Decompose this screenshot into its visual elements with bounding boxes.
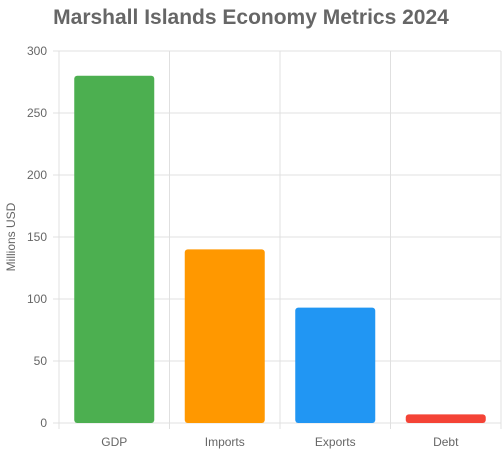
- x-tick-label: Exports: [315, 435, 356, 449]
- y-tick-label: 100: [27, 292, 47, 306]
- x-tick-label: Debt: [433, 435, 459, 449]
- y-tick-label: 0: [40, 416, 47, 430]
- x-tick-label: GDP: [101, 435, 127, 449]
- x-axis-ticks: GDP Imports Exports Debt: [101, 435, 459, 449]
- bars: [74, 75, 486, 424]
- grid-lines: [53, 50, 502, 429]
- bar-imports: [184, 249, 265, 423]
- y-tick-label: 50: [34, 354, 48, 368]
- x-tick-label: Imports: [205, 435, 245, 449]
- y-tick-label: 250: [27, 106, 47, 120]
- bar-exports: [295, 307, 376, 423]
- bar-gdp: [74, 75, 155, 424]
- y-tick-label: 150: [27, 230, 47, 244]
- y-tick-label: 200: [27, 168, 47, 182]
- y-axis-title: Millions USD: [4, 202, 18, 271]
- chart-title: Marshall Islands Economy Metrics 2024: [53, 6, 449, 29]
- y-tick-label: 300: [27, 44, 47, 58]
- y-axis-ticks: 0 50 100 150 200 250 300: [27, 44, 47, 430]
- bar-debt: [405, 414, 486, 423]
